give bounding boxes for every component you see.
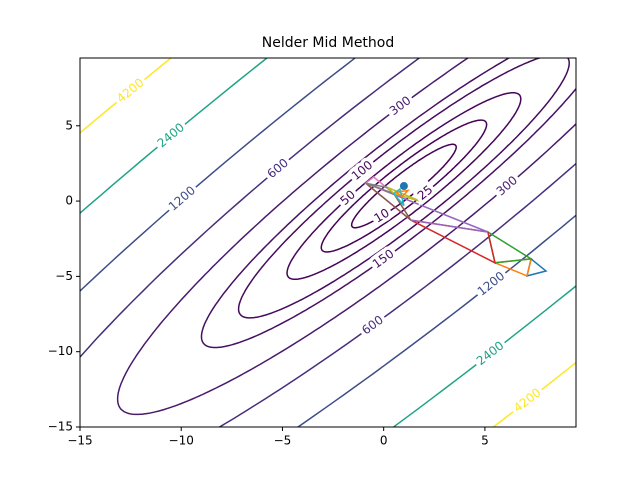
x-tick-label: 5 — [481, 434, 489, 448]
contour-line — [320, 119, 488, 253]
minimum-point — [399, 182, 408, 191]
contour-line — [237, 58, 570, 319]
x-tick-label: −5 — [274, 434, 292, 448]
x-tick-label: −10 — [169, 434, 194, 448]
contour-line — [116, 58, 576, 416]
x-tick-label: 0 — [380, 434, 388, 448]
axes-frame — [79, 57, 577, 428]
contour-line — [286, 92, 522, 281]
contour-line — [200, 58, 576, 349]
y-tick-label: −10 — [48, 344, 73, 358]
y-tick-label: −15 — [48, 420, 73, 434]
y-tick-label: 5 — [65, 118, 73, 132]
y-tick-label: −5 — [55, 269, 73, 283]
simplex — [393, 189, 411, 198]
contour-line — [350, 143, 457, 229]
y-tick-label: 0 — [65, 194, 73, 208]
x-tick-label: −15 — [67, 434, 92, 448]
chart-title: Nelder Mid Method — [262, 35, 395, 51]
